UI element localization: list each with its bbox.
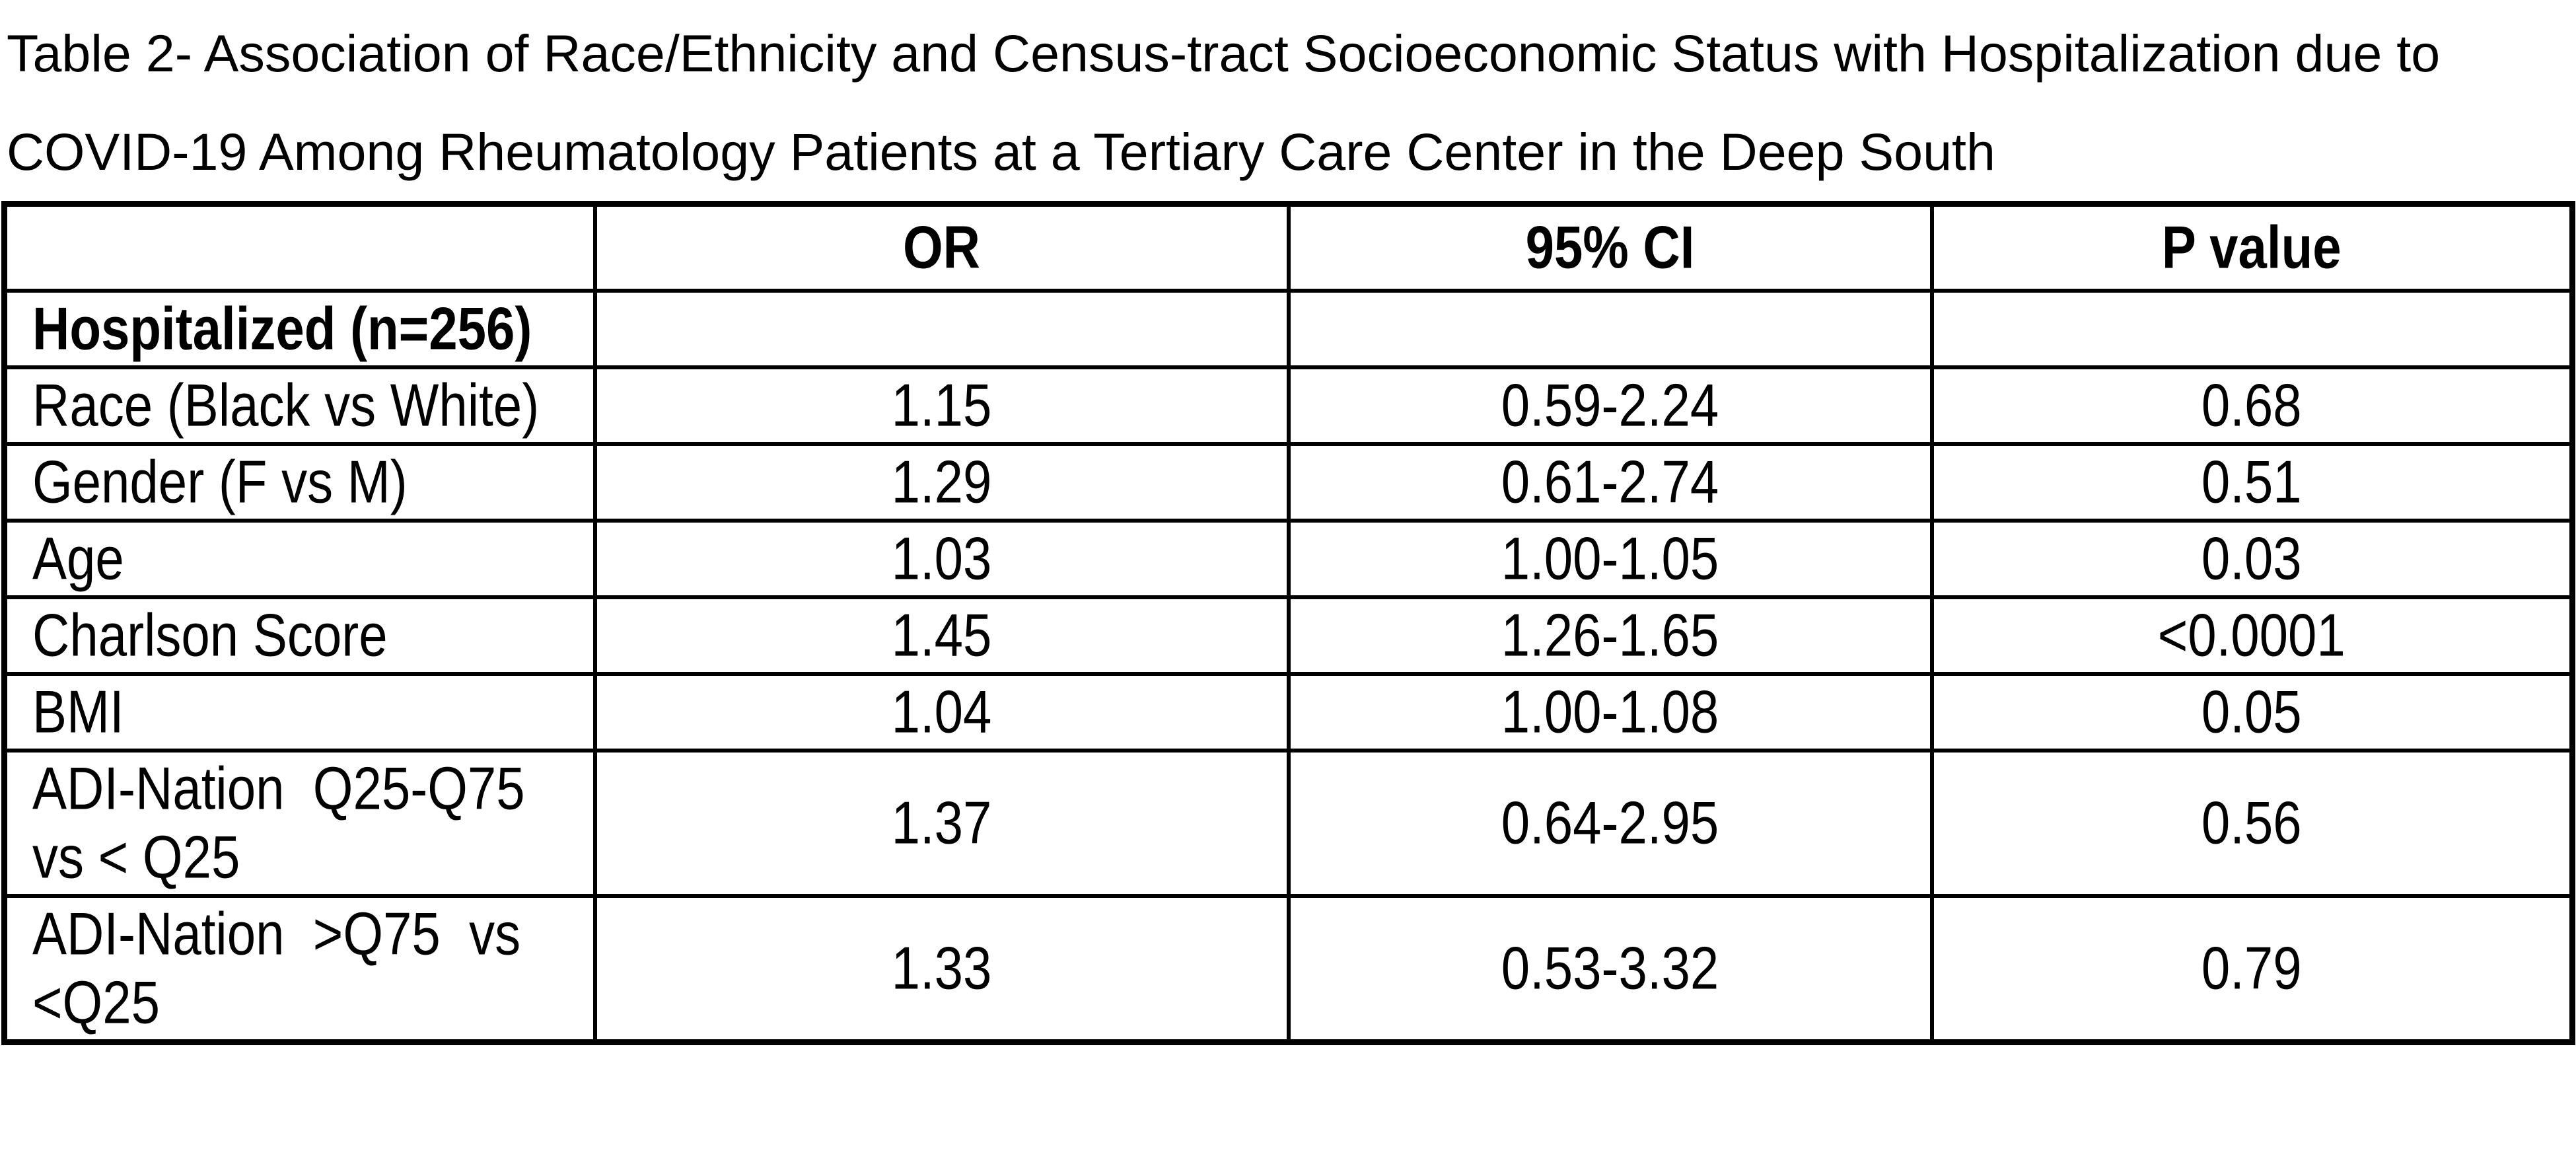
table-row: Hospitalized (n=256): [2, 289, 2575, 369]
ci-cell-text: 0.61-2.74: [1501, 448, 1719, 516]
pvalue-cell-text: 0.79: [2201, 934, 2302, 1002]
row-label-cell: Race (Black vs White): [2, 365, 597, 446]
or-cell: 1.15: [592, 365, 1291, 446]
table-caption: Table 2- Association of Race/Ethnicity a…: [0, 0, 2576, 201]
ci-cell-text: 1.00-1.08: [1501, 678, 1719, 746]
pvalue-cell: 0.51: [1929, 442, 2575, 523]
row-label-text: Race (Black vs White): [32, 371, 540, 439]
column-header-or-text: OR: [903, 213, 980, 281]
row-label-line: Age: [32, 525, 567, 593]
pvalue-cell-text: 0.51: [2201, 448, 2302, 516]
page: Table 2- Association of Race/Ethnicity a…: [0, 0, 2576, 1045]
or-cell: 1.29: [592, 442, 1291, 523]
row-label-text: Gender (F vs M): [32, 448, 408, 516]
or-cell-text: 1.29: [891, 448, 992, 516]
column-header-ci: 95% CI: [1286, 202, 1934, 293]
row-label-line: ADI-Nation Q25-Q75: [32, 754, 567, 823]
ci-cell: 0.64-2.95: [1286, 749, 1934, 898]
column-header-pvalue: P value: [1929, 202, 2575, 293]
or-cell-text: 1.15: [891, 371, 992, 439]
row-label-line: Gender (F vs M): [32, 448, 567, 517]
ci-cell-text: 1.26-1.65: [1501, 601, 1719, 669]
pvalue-cell-text: <0.0001: [2157, 601, 2345, 669]
or-cell: 1.37: [592, 749, 1291, 898]
ci-cell-text: 1.00-1.05: [1501, 525, 1719, 593]
pvalue-cell-text: 0.05: [2201, 678, 2302, 746]
row-label-cell: ADI-Nation Q25-Q75 vs < Q25: [2, 749, 597, 898]
or-cell-text: 1.45: [891, 601, 992, 669]
row-label-text: Age: [32, 525, 124, 593]
or-cell-text: 1.04: [891, 678, 992, 746]
row-label-line: BMI: [32, 678, 567, 747]
or-cell: 1.03: [592, 519, 1291, 599]
row-label-text: Charlson Score: [32, 601, 388, 669]
row-label-text: vs < Q25: [32, 823, 240, 891]
ci-cell: [1286, 289, 1934, 369]
ci-cell: 0.53-3.32: [1286, 894, 1934, 1045]
table-row: Charlson Score 1.45 1.26-1.65 <0.0001: [2, 595, 2575, 676]
column-header-or: OR: [592, 202, 1291, 293]
or-cell: 1.45: [592, 595, 1291, 676]
row-label-line: <Q25: [32, 969, 567, 1037]
table-row: BMI 1.04 1.00-1.08 0.05: [2, 672, 2575, 753]
row-label-line: Hospitalized (n=256): [32, 295, 567, 363]
pvalue-cell-text: 0.03: [2201, 525, 2302, 593]
row-label-text: BMI: [32, 678, 124, 746]
row-label-cell: Gender (F vs M): [2, 442, 597, 523]
row-label-line: Charlson Score: [32, 601, 567, 670]
pvalue-cell: 0.56: [1929, 749, 2575, 898]
column-header-ci-text: 95% CI: [1525, 213, 1695, 281]
pvalue-cell: <0.0001: [1929, 595, 2575, 676]
pvalue-cell: 0.05: [1929, 672, 2575, 753]
table-row: Race (Black vs White) 1.15 0.59-2.24 0.68: [2, 365, 2575, 446]
row-label-line: ADI-Nation >Q75 vs: [32, 900, 567, 969]
table-row: ADI-Nation >Q75 vs <Q25 1.33 0.53-3.32 0.79: [2, 894, 2575, 1045]
ci-cell: 1.00-1.08: [1286, 672, 1934, 753]
header-row: OR 95% CI P value: [2, 202, 2575, 293]
ci-cell: 1.00-1.05: [1286, 519, 1934, 599]
row-label-line: vs < Q25: [32, 823, 567, 892]
results-table-body: Hospitalized (n=256) Race (Black vs White…: [2, 289, 2575, 1045]
row-label-text: Hospitalized (n=256): [32, 295, 532, 363]
ci-cell: 0.61-2.74: [1286, 442, 1934, 523]
row-label-line: Race (Black vs White): [32, 371, 567, 440]
row-label-cell: Age: [2, 519, 597, 599]
ci-cell: 0.59-2.24: [1286, 365, 1934, 446]
row-label-cell: BMI: [2, 672, 597, 753]
row-label-cell: Charlson Score: [2, 595, 597, 676]
results-table-header: OR 95% CI P value: [2, 202, 2575, 293]
pvalue-cell: 0.79: [1929, 894, 2575, 1045]
row-label-cell: Hospitalized (n=256): [2, 289, 597, 369]
ci-cell-text: 0.53-3.32: [1501, 934, 1719, 1002]
pvalue-cell-text: 0.68: [2201, 371, 2302, 439]
table-row: Gender (F vs M) 1.29 0.61-2.74 0.51: [2, 442, 2575, 523]
column-header-blank: [2, 202, 597, 293]
pvalue-cell: [1929, 289, 2575, 369]
or-cell-text: 1.33: [891, 934, 992, 1002]
row-label-text: ADI-Nation Q25-Q75: [32, 754, 525, 823]
row-label-text: ADI-Nation >Q75 vs: [32, 900, 521, 968]
table-row: ADI-Nation Q25-Q75 vs < Q25 1.37 0.64-2.95 0…: [2, 749, 2575, 898]
pvalue-cell: 0.03: [1929, 519, 2575, 599]
results-table: OR 95% CI P value Hospitalized (n=256) Ra…: [1, 201, 2575, 1045]
or-cell-text: 1.37: [891, 789, 992, 857]
table-row: Age 1.03 1.00-1.05 0.03: [2, 519, 2575, 599]
or-cell: 1.33: [592, 894, 1291, 1045]
table-caption-line-1: Table 2- Association of Race/Ethnicity a…: [7, 24, 2441, 83]
or-cell: [592, 289, 1291, 369]
table-caption-line-2: COVID-19 Among Rheumatology Patients at …: [7, 122, 1995, 181]
row-label-cell: ADI-Nation >Q75 vs <Q25: [2, 894, 597, 1045]
pvalue-cell: 0.68: [1929, 365, 2575, 446]
ci-cell-text: 0.64-2.95: [1501, 789, 1719, 857]
pvalue-cell-text: 0.56: [2201, 789, 2302, 857]
column-header-pvalue-text: P value: [2161, 213, 2342, 281]
ci-cell: 1.26-1.65: [1286, 595, 1934, 676]
ci-cell-text: 0.59-2.24: [1501, 371, 1719, 439]
or-cell: 1.04: [592, 672, 1291, 753]
or-cell-text: 1.03: [891, 525, 992, 593]
row-label-text: <Q25: [32, 969, 160, 1037]
